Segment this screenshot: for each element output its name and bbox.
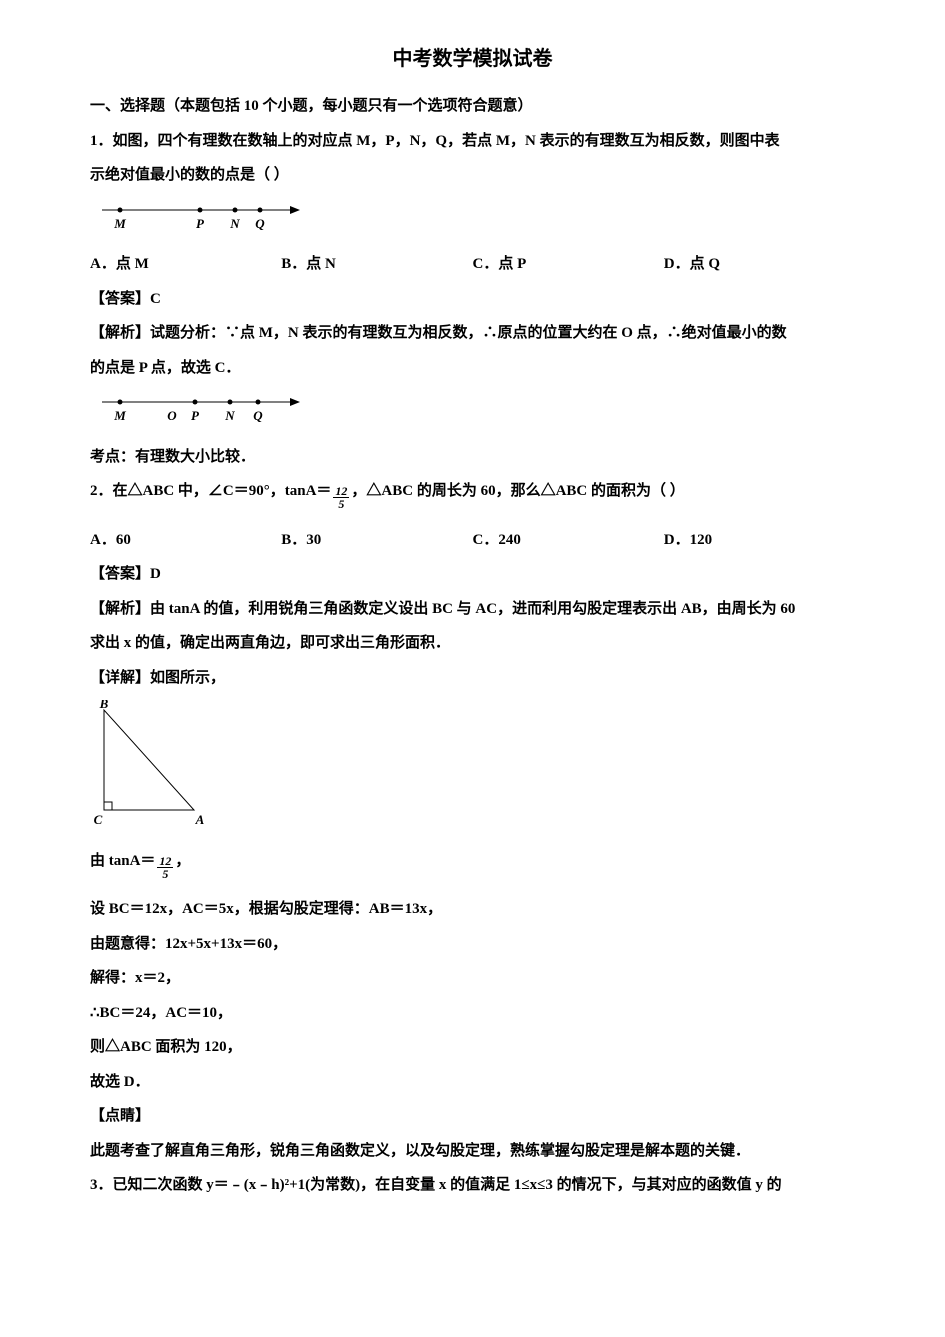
q2-stem-a: 2．在△ABC 中，∠C＝90°，tanA＝ <box>90 483 331 499</box>
q1-number-line-1: M P N Q <box>100 200 855 245</box>
q2-step-5: 则△ABC 面积为 120， <box>90 1033 855 1062</box>
q2-step-2: 由题意得：12x+5x+13x＝60， <box>90 930 855 959</box>
q2-step-6: 故选 D． <box>90 1068 855 1097</box>
q2-analysis-1: 【解析】由 tanA 的值，利用锐角三角函数定义设出 BC 与 AC，进而利用勾… <box>90 595 855 624</box>
q1-number-line-2: M O P N Q <box>100 392 855 437</box>
q2-stem: 2．在△ABC 中，∠C＝90°，tanA＝125，△ABC 的周长为 60，那… <box>90 477 855 506</box>
q2-frac-2: 125 <box>157 855 173 880</box>
q2-option-a: A．60 <box>90 526 281 555</box>
q2-answer: 【答案】D <box>90 560 855 589</box>
q2-tan-a: 由 tanA＝ <box>90 853 155 869</box>
nl1-m-label: M <box>113 216 126 231</box>
q2-triangle-figure: B C A <box>94 700 855 841</box>
q1-option-a: A．点 M <box>90 250 281 279</box>
section-heading: 一、选择题（本题包括 10 个小题，每小题只有一个选项符合题意） <box>90 92 855 121</box>
q1-option-d: D．点 Q <box>664 250 855 279</box>
q1-topic: 考点：有理数大小比较． <box>90 443 855 472</box>
q2-frac-2-den: 5 <box>157 868 173 880</box>
tri-a-label: A <box>195 812 205 827</box>
nl2-q-label: Q <box>253 408 263 423</box>
q1-option-b: B．点 N <box>281 250 472 279</box>
q1-analysis-1: 【解析】试题分析：∵点 M，N 表示的有理数互为相反数，∴原点的位置大约在 O … <box>90 319 855 348</box>
q2-analysis-2: 求出 x 的值，确定出两直角边，即可求出三角形面积． <box>90 629 855 658</box>
q2-options: A．60 B．30 C．240 D．120 <box>90 526 855 555</box>
nl1-p-label: P <box>196 216 205 231</box>
q2-frac-2-num: 12 <box>157 855 173 868</box>
q1-answer: 【答案】C <box>90 285 855 314</box>
q1-analysis-2: 的点是 P 点，故选 C． <box>90 354 855 383</box>
tri-c-label: C <box>94 812 103 827</box>
q2-tip-label: 【点睛】 <box>90 1102 855 1131</box>
nl2-p-label: P <box>191 408 200 423</box>
q2-option-b: B．30 <box>281 526 472 555</box>
q3-stem: 3．已知二次函数 y＝﹣(x﹣h)²+1(为常数)，在自变量 x 的值满足 1≤… <box>90 1171 855 1200</box>
q2-frac-1: 125 <box>333 485 349 510</box>
nl2-o-label: O <box>167 408 177 423</box>
q2-step-4: ∴BC＝24，AC＝10， <box>90 999 855 1028</box>
nl2-n-label: N <box>224 408 235 423</box>
q2-frac-1-den: 5 <box>333 498 349 510</box>
q2-step-3: 解得：x＝2， <box>90 964 855 993</box>
q2-option-c: C．240 <box>473 526 664 555</box>
nl1-q-label: Q <box>255 216 265 231</box>
q1-stem-1: 1．如图，四个有理数在数轴上的对应点 M，P，N，Q，若点 M，N 表示的有理数… <box>90 127 855 156</box>
q2-tan-line: 由 tanA＝125， <box>90 847 855 876</box>
nl2-m-label: M <box>113 408 126 423</box>
nl1-n-label: N <box>229 216 240 231</box>
q2-stem-b: ，△ABC 的周长为 60，那么△ABC 的面积为（ ） <box>351 483 684 499</box>
q1-options: A．点 M B．点 N C．点 P D．点 Q <box>90 250 855 279</box>
q2-detail-label: 【详解】如图所示， <box>90 664 855 693</box>
tri-b-label: B <box>99 700 109 711</box>
q2-option-d: D．120 <box>664 526 855 555</box>
q2-step-1: 设 BC＝12x，AC＝5x，根据勾股定理得：AB＝13x， <box>90 895 855 924</box>
page-title: 中考数学模拟试卷 <box>90 40 855 78</box>
q2-tan-b: ， <box>175 853 190 869</box>
q1-option-c: C．点 P <box>473 250 664 279</box>
q2-tip: 此题考查了解直角三角形，锐角三角函数定义，以及勾股定理，熟练掌握勾股定理是解本题… <box>90 1137 855 1166</box>
q1-stem-2: 示绝对值最小的数的点是（ ） <box>90 161 855 190</box>
